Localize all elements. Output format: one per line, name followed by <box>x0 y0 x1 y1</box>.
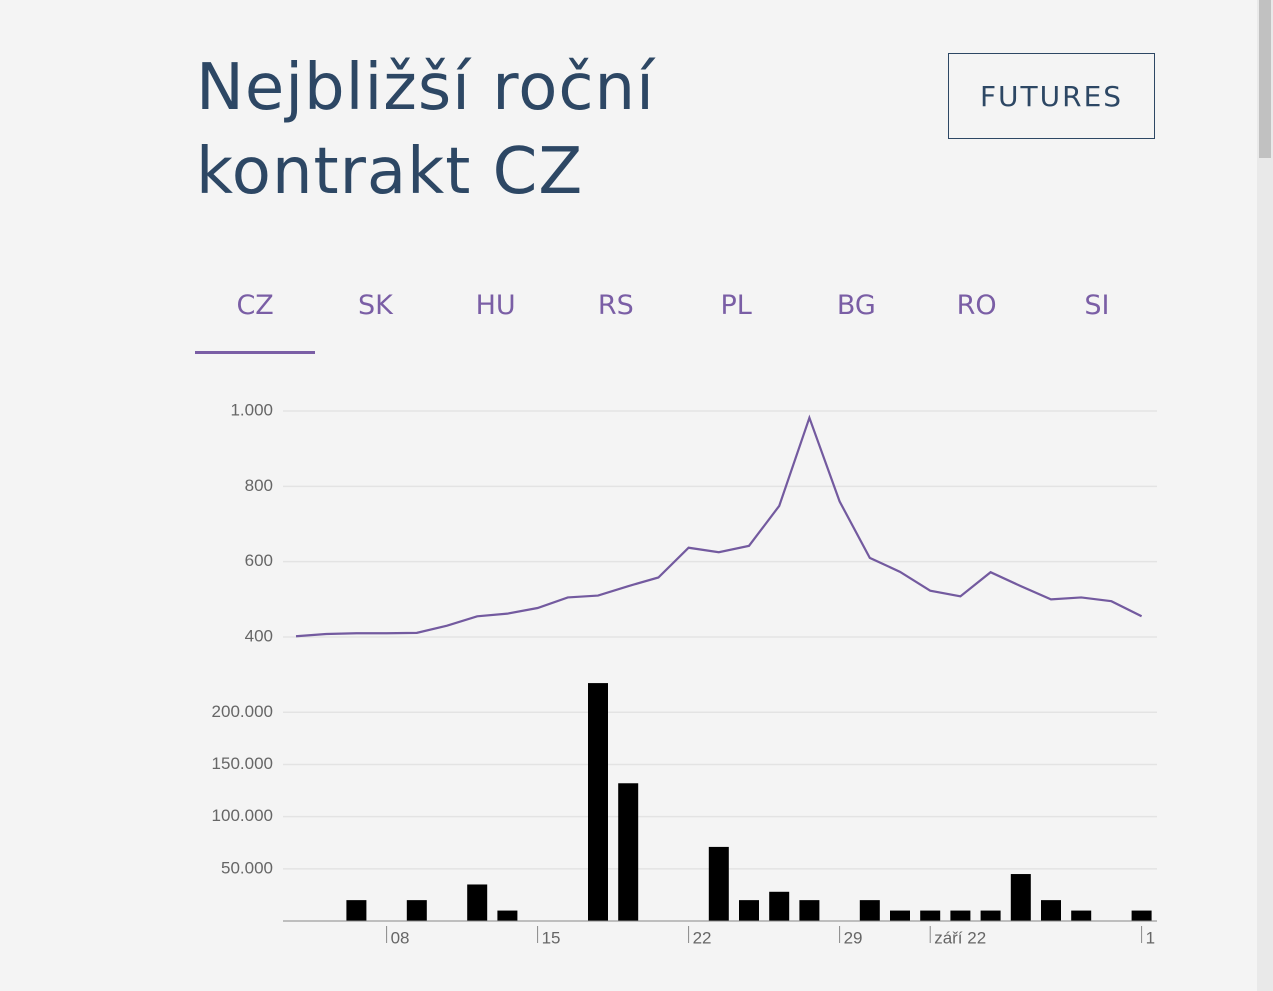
bar <box>950 910 971 921</box>
bar <box>859 900 880 921</box>
x-tick-label: 22 <box>693 928 712 947</box>
bar <box>769 891 790 921</box>
x-tick-label: 29 <box>844 928 863 947</box>
tab-bar: CZ SK HU RS PL BG RO SI <box>195 280 1157 354</box>
bar <box>980 910 1001 921</box>
scrollbar[interactable] <box>1257 0 1273 991</box>
tab[interactable]: RS <box>597 290 634 321</box>
bar <box>497 910 518 921</box>
price-line <box>295 414 1143 638</box>
y-tick-label: 100.000 <box>212 806 273 825</box>
bar <box>1131 910 1152 921</box>
y-tick-label: 400 <box>245 626 273 645</box>
x-tick-label: 08 <box>391 928 410 947</box>
bar <box>1041 900 1061 921</box>
tab[interactable]: CZ <box>195 280 316 354</box>
tab[interactable]: PL <box>720 290 752 321</box>
bar <box>406 900 427 921</box>
bar <box>618 783 639 921</box>
bar <box>588 683 608 921</box>
page-title: Nejbližší roční kontrakt CZ <box>196 51 655 209</box>
futures-button[interactable]: FUTURES <box>948 53 1155 139</box>
y-tick-label: 1.000 <box>230 400 273 419</box>
tab[interactable]: RO <box>956 290 997 321</box>
y-tick-label: 50.000 <box>221 858 273 877</box>
x-tick-label: 15 <box>542 928 561 947</box>
bar <box>890 910 910 921</box>
bar <box>1010 874 1031 921</box>
y-tick-label: 800 <box>245 476 273 495</box>
x-tick-label: září 22 <box>934 928 986 947</box>
bar <box>739 900 759 921</box>
y-tick-label: 150.000 <box>212 754 273 773</box>
bar <box>346 900 367 921</box>
tab[interactable]: SI <box>1084 290 1110 321</box>
scrollbar-thumb[interactable] <box>1259 0 1271 158</box>
bar <box>1071 910 1092 921</box>
bar <box>467 884 488 921</box>
y-tick-label: 600 <box>245 551 273 570</box>
tab[interactable]: HU <box>475 290 516 321</box>
y-tick-label: 200.000 <box>212 702 273 721</box>
bar <box>708 846 729 921</box>
tab[interactable]: BG <box>836 290 876 321</box>
bar <box>920 910 941 921</box>
x-tick-label: 1 <box>1146 928 1155 947</box>
tab[interactable]: SK <box>357 290 393 321</box>
bar <box>799 900 820 921</box>
